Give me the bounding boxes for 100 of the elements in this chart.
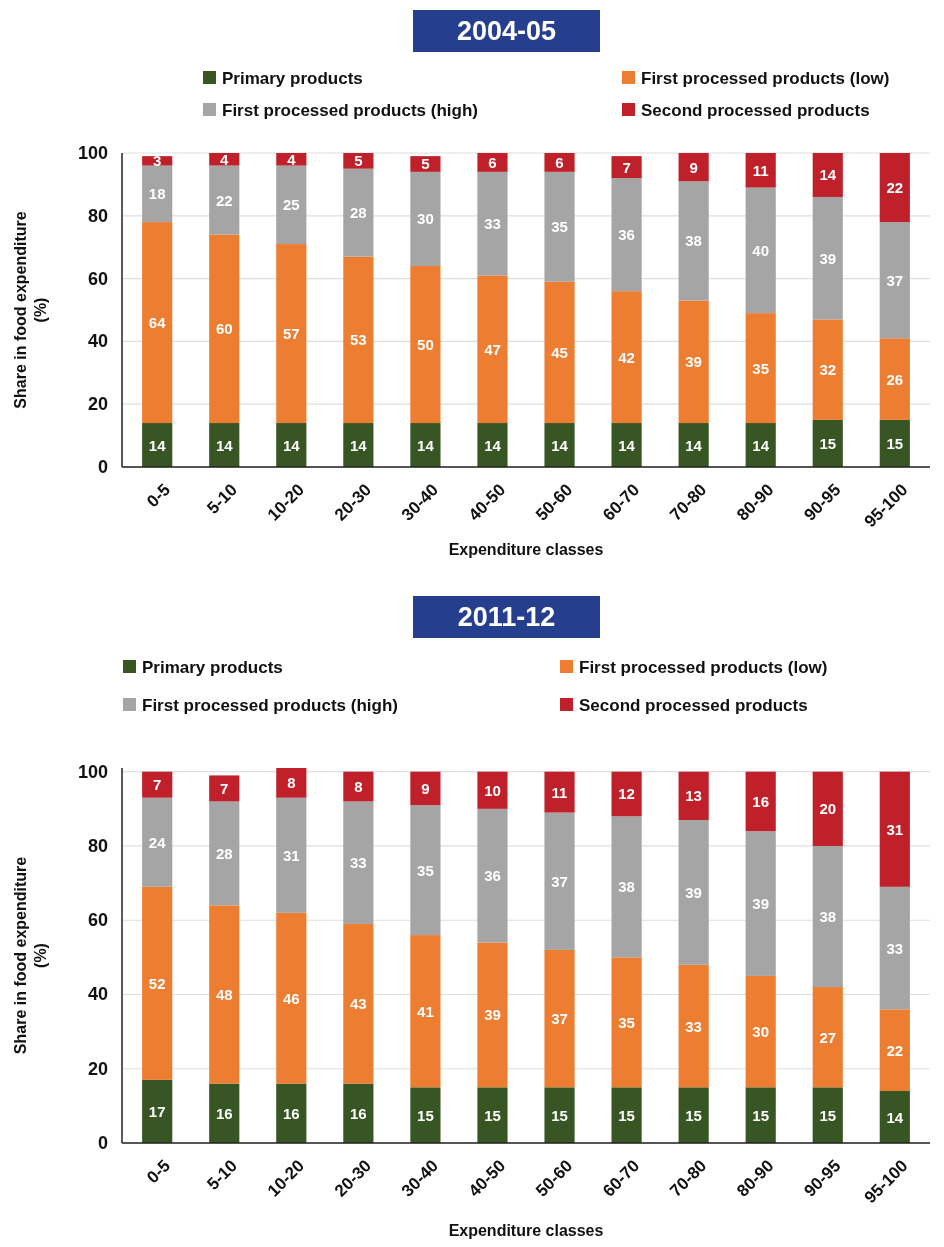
data-label: 38 bbox=[618, 878, 635, 896]
data-label: 14 bbox=[551, 436, 569, 454]
data-label: 12 bbox=[618, 785, 635, 803]
bar bbox=[209, 905, 240, 1084]
data-label: 16 bbox=[752, 792, 770, 810]
data-label: 39 bbox=[484, 1006, 501, 1024]
bar bbox=[611, 771, 642, 817]
x-axis-title: Expenditure classes bbox=[448, 541, 604, 558]
y-tick-label: 40 bbox=[87, 984, 108, 1005]
x-tick-label: 0-5 bbox=[143, 1156, 174, 1188]
bar bbox=[544, 153, 575, 172]
data-label: 50 bbox=[417, 336, 434, 354]
bar bbox=[678, 423, 709, 467]
bar bbox=[142, 797, 173, 887]
legend-label: First processed products (low) bbox=[641, 68, 890, 88]
data-label: 30 bbox=[752, 1023, 770, 1041]
legend-label: First processed products (low) bbox=[579, 657, 828, 677]
legend-label: First processed products (high) bbox=[222, 100, 478, 120]
data-label: 57 bbox=[282, 325, 300, 343]
y-tick-label: 100 bbox=[77, 761, 108, 782]
data-label: 37 bbox=[886, 271, 904, 289]
data-label: 18 bbox=[148, 185, 166, 203]
data-label: 14 bbox=[350, 436, 368, 454]
bar bbox=[142, 771, 173, 798]
data-label: 11 bbox=[551, 783, 568, 801]
bar bbox=[745, 1087, 776, 1143]
bar bbox=[611, 816, 642, 958]
bar bbox=[142, 1079, 173, 1143]
bar bbox=[879, 771, 910, 887]
bar bbox=[745, 153, 776, 188]
data-label: 46 bbox=[282, 989, 300, 1007]
data-label: 39 bbox=[685, 353, 702, 371]
bar bbox=[678, 1087, 709, 1143]
bar bbox=[276, 165, 307, 245]
bar bbox=[812, 196, 843, 320]
bar bbox=[477, 423, 508, 467]
data-label: 35 bbox=[618, 1013, 635, 1031]
data-label: 6 bbox=[555, 153, 564, 171]
data-label: 33 bbox=[886, 939, 904, 957]
y-tick-label: 80 bbox=[87, 205, 108, 226]
data-label: 15 bbox=[484, 1106, 501, 1124]
bar bbox=[611, 156, 642, 179]
data-label: 22 bbox=[886, 1041, 904, 1059]
data-label: 14 bbox=[685, 436, 703, 454]
data-label: 39 bbox=[752, 895, 770, 913]
data-label: 15 bbox=[551, 1106, 568, 1124]
bar bbox=[142, 886, 173, 1080]
data-label: 47 bbox=[484, 340, 501, 358]
bar bbox=[209, 1083, 240, 1143]
chart-title: 2004-05 bbox=[456, 16, 557, 46]
legend-label: Second processed products bbox=[641, 100, 870, 120]
data-label: 25 bbox=[282, 196, 300, 214]
bar bbox=[812, 153, 843, 197]
data-label: 7 bbox=[220, 779, 229, 797]
y-tick-label: 40 bbox=[87, 331, 108, 352]
bar bbox=[410, 156, 441, 172]
bar bbox=[812, 319, 843, 420]
data-label: 4 bbox=[220, 150, 230, 168]
data-label: 14 bbox=[886, 1108, 904, 1126]
data-label: 24 bbox=[148, 833, 167, 851]
data-label: 48 bbox=[215, 985, 233, 1003]
data-label: 22 bbox=[886, 179, 904, 197]
data-label: 15 bbox=[886, 434, 904, 452]
data-label: 14 bbox=[819, 166, 837, 184]
data-label: 16 bbox=[350, 1104, 367, 1122]
y-tick-label: 60 bbox=[87, 910, 108, 931]
data-label: 9 bbox=[421, 779, 430, 797]
y-tick-label: 20 bbox=[87, 394, 108, 415]
bar bbox=[410, 1087, 441, 1143]
data-label: 8 bbox=[287, 774, 296, 792]
bar bbox=[209, 234, 240, 424]
data-label: 37 bbox=[551, 872, 568, 890]
bar bbox=[745, 771, 776, 832]
legend-label: First processed products (high) bbox=[142, 695, 398, 715]
data-label: 10 bbox=[484, 781, 501, 799]
data-label: 32 bbox=[819, 361, 837, 379]
bar bbox=[745, 975, 776, 1088]
y-tick-label: 80 bbox=[87, 835, 108, 856]
bar bbox=[343, 801, 374, 924]
bar bbox=[410, 266, 441, 424]
bar bbox=[477, 808, 508, 943]
data-label: 13 bbox=[685, 787, 702, 805]
bar bbox=[678, 819, 709, 965]
bar bbox=[544, 281, 575, 424]
bar bbox=[343, 1083, 374, 1143]
chart-title: 2011-12 bbox=[457, 602, 556, 632]
bar bbox=[745, 423, 776, 467]
bar bbox=[745, 831, 776, 976]
data-label: 30 bbox=[417, 210, 434, 228]
bar bbox=[410, 771, 441, 806]
legend-label: Primary products bbox=[222, 68, 363, 88]
data-label: 17 bbox=[148, 1102, 166, 1120]
data-label: 14 bbox=[215, 436, 234, 454]
bar bbox=[879, 1091, 910, 1143]
bar bbox=[142, 222, 173, 424]
data-label: 39 bbox=[685, 883, 702, 901]
data-label: 15 bbox=[685, 1106, 702, 1124]
bar bbox=[276, 768, 307, 798]
data-label: 15 bbox=[618, 1106, 635, 1124]
bar bbox=[477, 771, 508, 809]
